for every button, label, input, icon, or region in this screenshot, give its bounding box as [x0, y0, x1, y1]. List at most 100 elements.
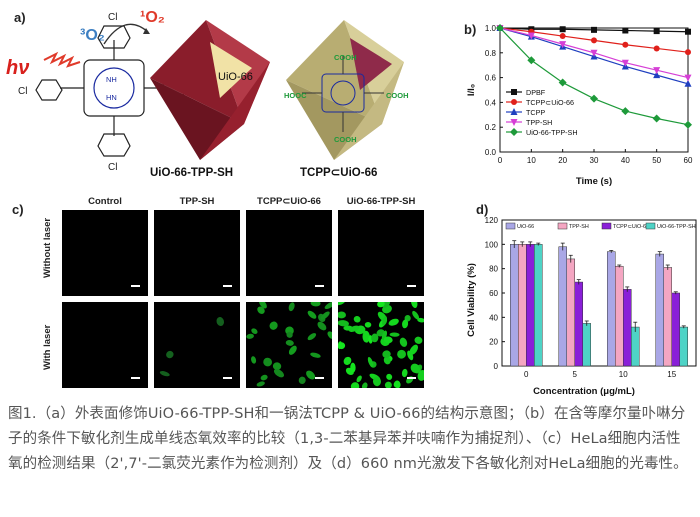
- cell: [417, 317, 424, 323]
- cell: [272, 362, 282, 371]
- cell: [350, 382, 360, 388]
- series-UiO-66-TPP-SH: [496, 24, 692, 129]
- cell: [338, 311, 346, 319]
- microscopy-image: [338, 302, 424, 388]
- cooh-right: COOH: [386, 91, 409, 100]
- data-point: [621, 107, 630, 116]
- cell: [338, 320, 349, 327]
- y-tick-label: 100: [485, 240, 499, 249]
- panel-a-schematic: hν ³O₂ ¹O₂ Cl Cl Cl NH HN S: [6, 9, 409, 179]
- bar-UiO-66: [655, 253, 664, 367]
- y-axis-label: I/I₀: [466, 84, 477, 96]
- cell: [338, 341, 343, 350]
- cell: [364, 322, 372, 328]
- panel-d-label: d): [476, 202, 489, 217]
- data-point: [652, 114, 661, 123]
- data-point: [527, 32, 535, 40]
- bar-UiO-66: [510, 244, 519, 367]
- mof-label: UiO-66: [218, 71, 253, 83]
- legend-label: UiO-66-TPP-SH: [526, 128, 578, 137]
- column-title: Control: [88, 196, 122, 207]
- lightning-icon: [43, 51, 81, 68]
- microscopy-image: [154, 210, 240, 296]
- y-tick-label: 120: [485, 216, 499, 225]
- cooh-top: COOH: [334, 53, 357, 62]
- series-DPBF: [497, 25, 691, 35]
- cell: [393, 380, 401, 388]
- x-axis-label: Concentration (μg/mL): [533, 386, 635, 397]
- cell: [388, 318, 399, 326]
- x-tick-label: 50: [652, 156, 661, 165]
- data-point: [590, 49, 598, 57]
- cell: [307, 310, 317, 319]
- legend-entry: UiO-66-TPP-SH: [645, 222, 696, 230]
- y-tick-label: 0: [494, 362, 499, 371]
- data-point: [622, 41, 629, 48]
- caption-uio-tpp: UiO-66-TPP-SH: [150, 167, 233, 179]
- legend-entry: TPP-SH: [506, 118, 552, 127]
- cell: [285, 340, 294, 346]
- microscopy-image: [338, 210, 424, 296]
- legend-swatch: [601, 222, 612, 230]
- microscopy-image: [246, 210, 332, 296]
- cell: [371, 333, 379, 343]
- x-tick-label: 40: [621, 156, 630, 165]
- cell: [317, 321, 327, 331]
- panel-a: a) hν ³O₂ ¹O₂ Cl Cl Cl NH HN S: [0, 0, 460, 190]
- triplet-oxygen-label: ³O₂: [80, 27, 105, 44]
- column-title: TCPP⊂UiO-66: [257, 196, 321, 207]
- cell: [384, 381, 392, 388]
- cell: [216, 316, 224, 327]
- data-point: [653, 45, 660, 52]
- legend-label: TPP-SH: [526, 118, 552, 127]
- bar-UiO-66: [558, 246, 567, 367]
- panel-b-label: b): [464, 22, 477, 37]
- x-tick-label: 0: [524, 370, 529, 379]
- cell: [251, 328, 258, 335]
- data-point: [653, 28, 660, 35]
- cell: [402, 319, 409, 329]
- cell: [306, 370, 316, 380]
- singlet-oxygen-label: ¹O₂: [140, 9, 165, 26]
- legend-swatch: [505, 222, 516, 230]
- cell: [327, 331, 332, 340]
- cell: [353, 315, 361, 323]
- legend-marker: [510, 108, 518, 115]
- y-tick-label: 60: [489, 289, 498, 298]
- row-title: Without laser: [42, 217, 53, 278]
- cell: [320, 311, 330, 320]
- cell: [412, 310, 420, 320]
- bar-TCPP⊂UiO-66: [574, 281, 583, 367]
- data-point: [496, 24, 504, 32]
- mof-octahedron-left: [150, 20, 270, 160]
- bar-TCPP⊂UiO-66: [671, 292, 680, 367]
- panel-d: d) 0 20 40 60 80 100 120 0 5 10 15 UiO-66 TPP-SH TC…: [440, 190, 700, 400]
- caption-tcpp-uio: TCPP⊂UiO-66: [300, 167, 377, 179]
- nh-label: NH: [106, 75, 117, 84]
- figure-caption: 图1.（a）外表面修饰UiO-66-TPP-SH和一锅法TCPP & UiO-6…: [8, 406, 688, 472]
- cell: [361, 382, 368, 388]
- legend-marker: [511, 89, 517, 95]
- x-tick-label: 5: [573, 370, 578, 379]
- cell: [259, 302, 267, 309]
- legend-entry: DPBF: [506, 88, 546, 97]
- cell: [166, 350, 174, 359]
- cl-top: Cl: [108, 12, 117, 23]
- y-axis-label: Cell Viability (%): [466, 263, 477, 337]
- microscopy-image: [154, 302, 240, 388]
- bar-UiO-66: [607, 251, 616, 367]
- scale-bar: [315, 285, 324, 287]
- cell: [383, 336, 393, 344]
- data-point: [684, 79, 692, 87]
- x-tick-label: 15: [667, 370, 676, 379]
- cell: [383, 356, 391, 365]
- cell: [324, 302, 332, 310]
- data-point: [621, 59, 629, 67]
- cell: [256, 381, 265, 387]
- bar-TPP-SH: [566, 258, 575, 367]
- cell: [251, 356, 257, 364]
- data-point: [558, 78, 567, 87]
- bar-UiO-66-TPP-SH: [631, 326, 640, 367]
- column-title: UiO-66-TPP-SH: [346, 196, 416, 207]
- y-tick-label: 80: [489, 265, 498, 274]
